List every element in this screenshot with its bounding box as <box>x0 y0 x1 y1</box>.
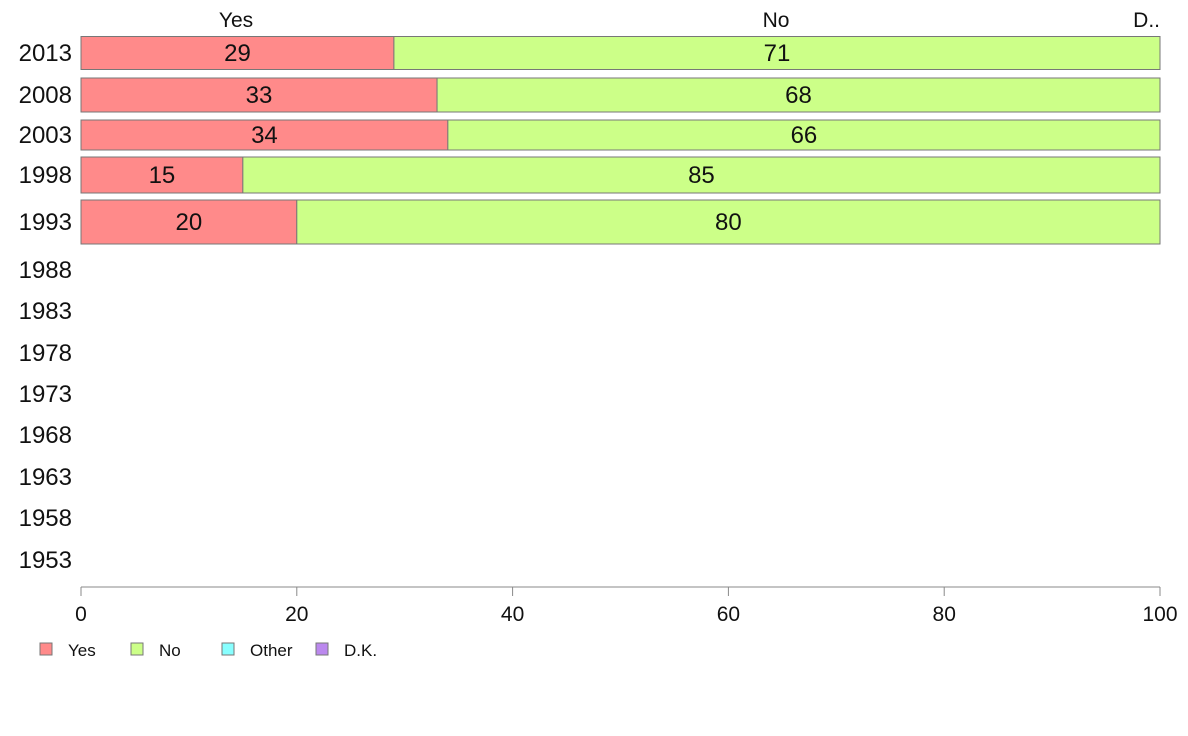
legend-swatch <box>130 642 144 656</box>
bar-value-label: 68 <box>785 82 812 109</box>
category-label: 1953 <box>19 547 72 574</box>
category-label: 1988 <box>19 257 72 284</box>
legend-label: D.K. <box>344 641 377 660</box>
category-label: 1978 <box>19 340 72 367</box>
bar-segment <box>80 119 449 151</box>
legend-swatch <box>315 642 329 656</box>
category-label: 2003 <box>19 122 72 149</box>
bar-value-label: 66 <box>791 122 818 149</box>
category-label: 1973 <box>19 381 72 408</box>
bar-segment <box>296 199 1161 245</box>
x-axis: 0 20 40 60 80 100 <box>75 586 1178 626</box>
x-tick-label: 60 <box>717 603 740 626</box>
bar-segment <box>447 119 1161 151</box>
x-tick-label: 40 <box>501 603 524 626</box>
legend-swatch <box>221 642 235 656</box>
bar-value-label: 71 <box>764 40 791 67</box>
bar-segment <box>436 77 1161 113</box>
bar-segment <box>393 36 1161 70</box>
bar-value-label: 34 <box>251 122 278 149</box>
top-series-label: D.. <box>1133 9 1160 32</box>
category-label: 1983 <box>19 298 72 325</box>
bars-group: 29 71 33 68 34 66 15 85 20 80 <box>80 36 1161 245</box>
bar-value-label: 33 <box>246 82 273 109</box>
top-series-labels: Yes No D.. <box>219 9 1160 32</box>
category-label: 1998 <box>19 162 72 189</box>
bar-value-label: 20 <box>176 209 203 236</box>
bar-value-label: 85 <box>688 162 715 189</box>
bar-value-label: 29 <box>224 40 251 67</box>
x-tick-label: 20 <box>285 603 308 626</box>
category-label: 2013 <box>19 40 72 67</box>
top-series-label: No <box>763 9 790 32</box>
x-tick-label: 100 <box>1142 603 1177 626</box>
x-tick-label: 0 <box>75 603 87 626</box>
legend-label: No <box>159 641 181 660</box>
bar-segment <box>242 156 1161 194</box>
bar-segment <box>80 36 395 70</box>
category-label: 1968 <box>19 422 72 449</box>
category-label: 2008 <box>19 82 72 109</box>
legend-swatch <box>39 642 53 656</box>
top-series-label: Yes <box>219 9 253 32</box>
bar-segment <box>80 156 244 194</box>
legend-label: Other <box>250 641 293 660</box>
bar-value-label: 15 <box>149 162 176 189</box>
x-tick-label: 80 <box>933 603 956 626</box>
category-labels: 2013 2008 2003 1998 1993 1988 1983 1978 1973 1968… <box>19 40 72 574</box>
category-label: 1958 <box>19 505 72 532</box>
legend: Yes No Other D.K. <box>39 641 377 660</box>
category-label: 1993 <box>19 209 72 236</box>
category-label: 1963 <box>19 464 72 491</box>
bar-segment <box>80 199 298 245</box>
legend-label: Yes <box>68 641 96 660</box>
bar-value-label: 80 <box>715 209 742 236</box>
bar-segment <box>80 77 438 113</box>
